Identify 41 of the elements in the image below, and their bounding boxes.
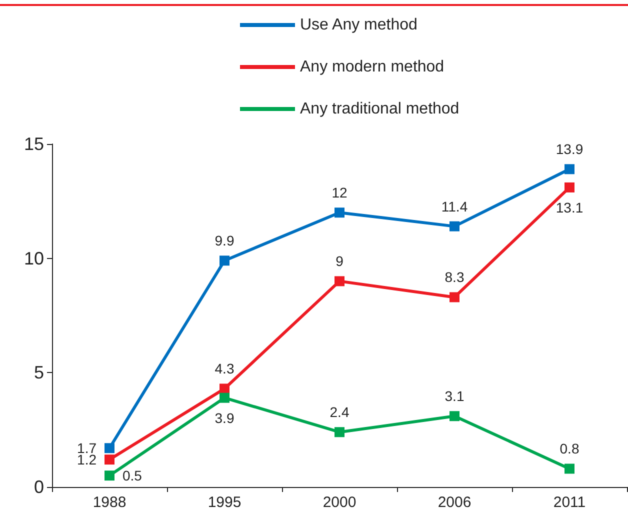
- y-tick-label: 15: [24, 134, 44, 154]
- point: [450, 411, 460, 422]
- data-label: 1.2: [77, 452, 97, 468]
- data-label: 8.3: [444, 269, 464, 286]
- point: [220, 384, 230, 394]
- x-tick-label: 2011: [553, 494, 586, 510]
- point: [220, 256, 230, 266]
- point: [450, 221, 460, 232]
- data-label: 2.4: [330, 404, 350, 420]
- point: [334, 208, 344, 218]
- x-tick-label: 2000: [322, 494, 356, 510]
- legend-label: Any traditional method: [300, 100, 460, 118]
- point: [564, 464, 574, 474]
- point: [334, 276, 344, 286]
- point: [564, 182, 574, 192]
- point: [564, 164, 574, 174]
- data-label: 12: [332, 184, 348, 201]
- y-tick-label: 0: [34, 477, 44, 497]
- data-label: 9: [336, 253, 344, 270]
- point: [104, 470, 114, 481]
- y-tick-label: 5: [34, 362, 44, 383]
- point: [104, 443, 114, 454]
- data-label: 13.9: [556, 141, 584, 158]
- data-label: 9.9: [214, 232, 234, 249]
- data-label: 0.5: [122, 468, 142, 484]
- legend-label: Use Any method: [300, 16, 418, 34]
- data-label: 11.4: [441, 198, 468, 214]
- data-label: 3.9: [214, 410, 234, 426]
- data-label: 3.1: [444, 388, 464, 404]
- point: [220, 392, 230, 403]
- data-label: 4.3: [214, 360, 234, 377]
- x-tick-label: 2006: [438, 494, 472, 510]
- x-tick-label: 1988: [92, 494, 126, 510]
- point: [450, 292, 460, 302]
- data-label: 0.8: [560, 440, 580, 457]
- point: [334, 427, 344, 438]
- data-label: 13.1: [556, 199, 584, 216]
- y-tick-label: 10: [24, 248, 44, 268]
- point: [104, 454, 114, 465]
- x-tick-label: 1995: [208, 494, 242, 510]
- legend-label: Any modern method: [300, 58, 444, 76]
